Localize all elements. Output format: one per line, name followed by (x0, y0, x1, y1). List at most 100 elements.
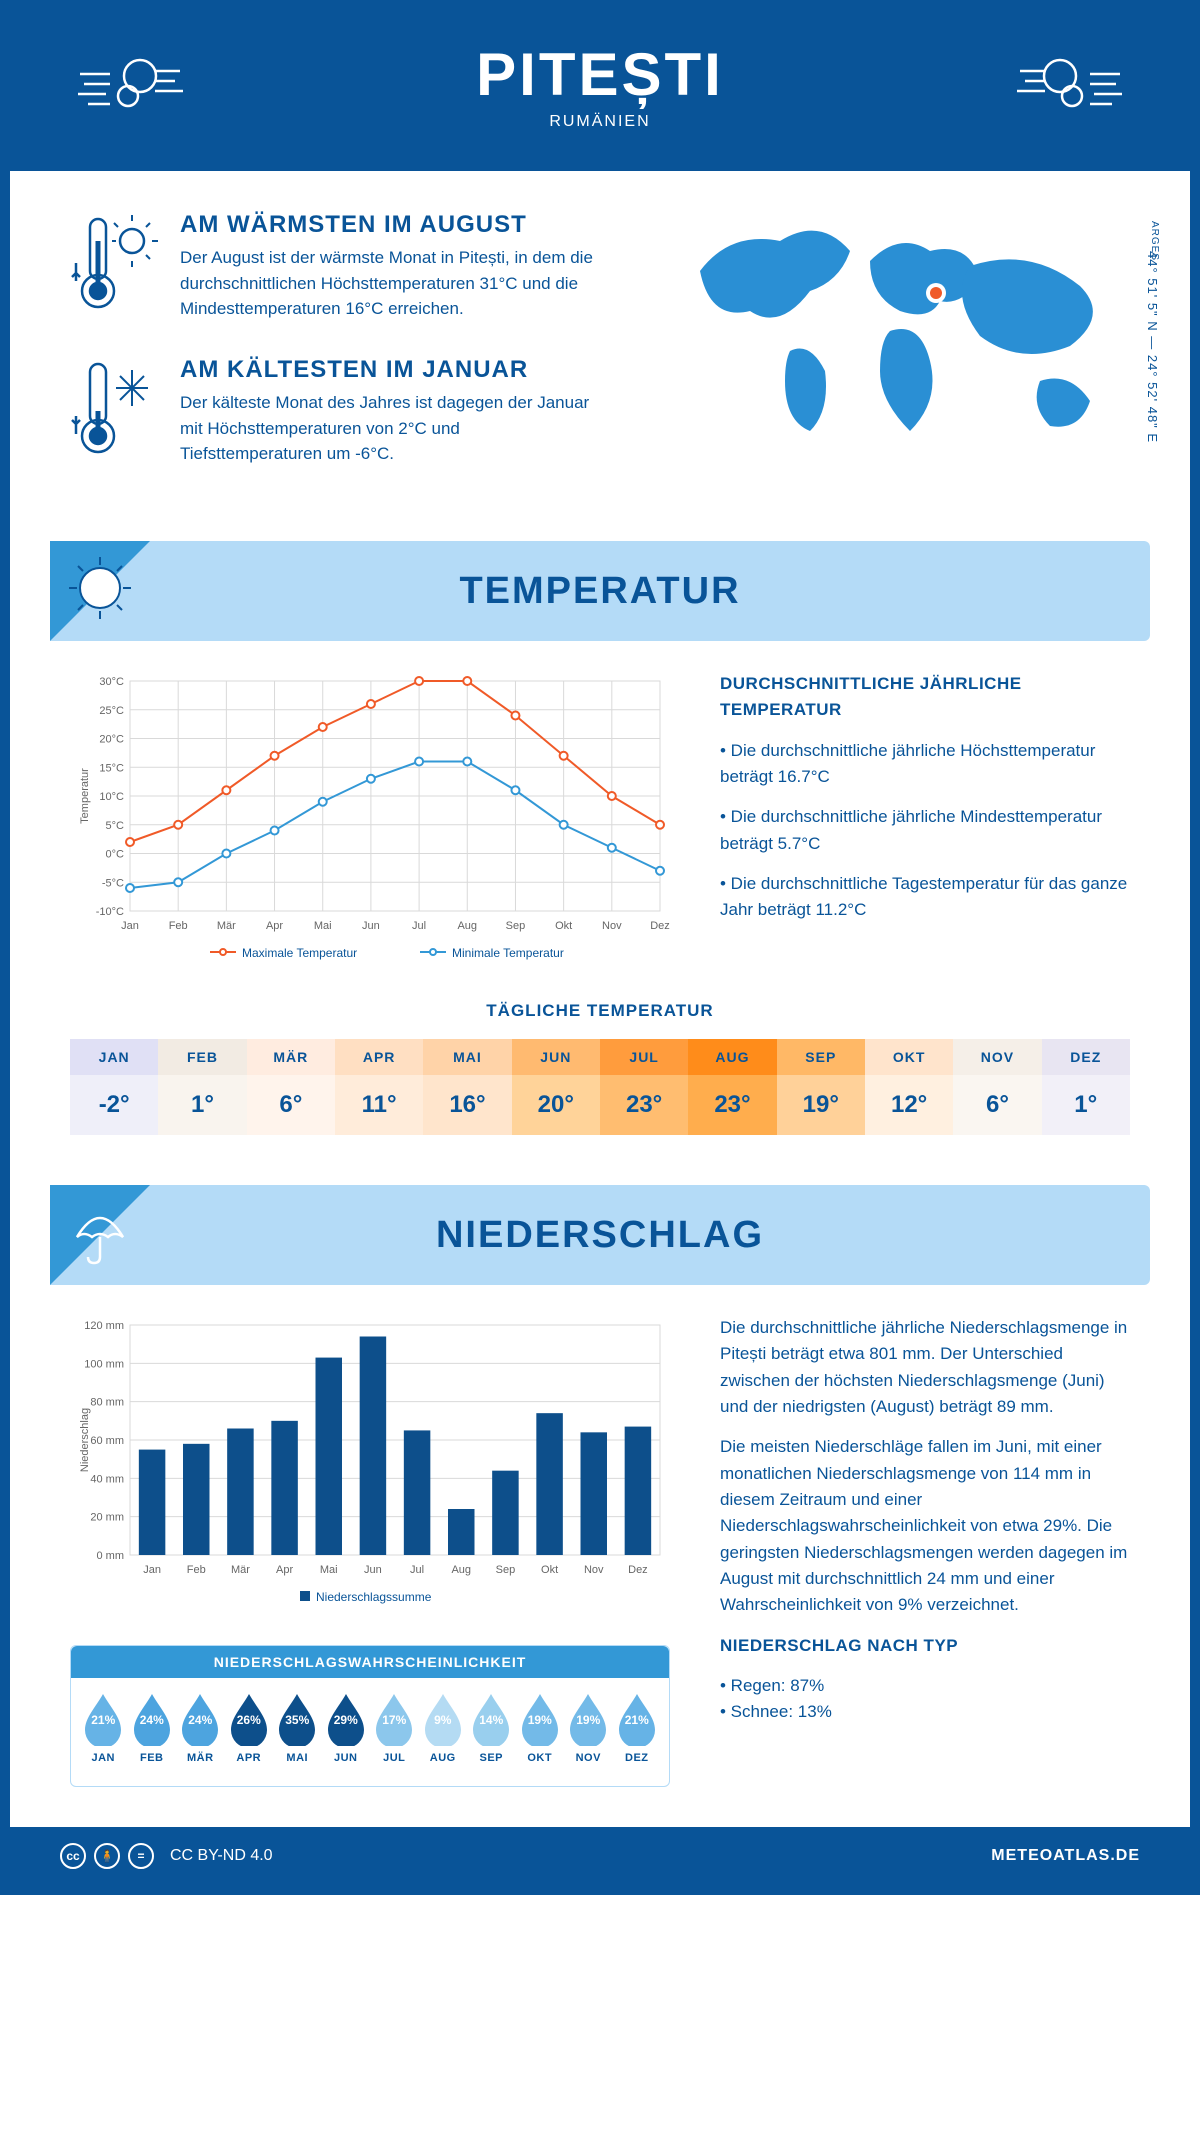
svg-text:Maximale Temperatur: Maximale Temperatur (242, 946, 357, 960)
temp-summary-bullet: • Die durchschnittliche jährliche Mindes… (720, 804, 1130, 857)
precip-prob-drop: 9%AUG (419, 1692, 468, 1764)
precip-type-snow: • Schnee: 13% (720, 1699, 1130, 1725)
by-icon: 🧍 (94, 1843, 120, 1869)
temp-table-col: NOV6° (953, 1039, 1041, 1135)
temp-table-col: AUG23° (688, 1039, 776, 1135)
infographic-page: { "header": { "city": "PITEȘTI", "countr… (0, 0, 1200, 1895)
precip-prob-drop: 26%APR (225, 1692, 274, 1764)
warmest-block: AM WÄRMSTEN IM AUGUST Der August ist der… (70, 211, 640, 326)
precip-prob-title: NIEDERSCHLAGSWAHRSCHEINLICHKEIT (71, 1646, 669, 1678)
svg-text:-10°C: -10°C (96, 906, 124, 918)
temp-table-col: JUN20° (512, 1039, 600, 1135)
svg-text:20 mm: 20 mm (90, 1512, 124, 1524)
svg-text:Jan: Jan (121, 920, 139, 932)
temp-table-col: JAN-2° (70, 1039, 158, 1135)
temp-summary-bullet: • Die durchschnittliche Tagestemperatur … (720, 871, 1130, 924)
section-title-temperature: TEMPERATUR (459, 570, 740, 613)
svg-text:Sep: Sep (506, 920, 526, 932)
temp-table-col: OKT12° (865, 1039, 953, 1135)
svg-text:Mär: Mär (217, 920, 236, 932)
svg-text:40 mm: 40 mm (90, 1473, 124, 1485)
precip-prob-drop: 35%MAI (273, 1692, 322, 1764)
svg-text:Okt: Okt (541, 1564, 558, 1576)
svg-text:Feb: Feb (169, 920, 188, 932)
svg-text:120 mm: 120 mm (84, 1320, 124, 1332)
svg-text:Minimale Temperatur: Minimale Temperatur (452, 946, 564, 960)
daily-temperature-table: TÄGLICHE TEMPERATUR JAN-2°FEB1°MÄR6°APR1… (10, 991, 1190, 1175)
svg-text:Nov: Nov (584, 1564, 604, 1576)
temp-table-col: MÄR6° (247, 1039, 335, 1135)
section-bar-temperature: TEMPERATUR (50, 541, 1150, 641)
svg-text:Sep: Sep (496, 1564, 516, 1576)
precip-type-title: NIEDERSCHLAG NACH TYP (720, 1633, 1130, 1659)
wind-icon (1010, 46, 1130, 126)
license-text: CC BY-ND 4.0 (170, 1847, 273, 1865)
svg-text:5°C: 5°C (106, 820, 125, 832)
svg-text:Feb: Feb (187, 1564, 206, 1576)
svg-text:25°C: 25°C (99, 705, 124, 717)
temp-table-col: APR11° (335, 1039, 423, 1135)
precip-prob-drop: 29%JUN (322, 1692, 371, 1764)
temp-summary-title: DURCHSCHNITTLICHE JÄHRLICHE TEMPERATUR (720, 671, 1130, 724)
precip-prob-drop: 19%NOV (564, 1692, 613, 1764)
temperature-row: -10°C-5°C0°C5°C10°C15°C20°C25°C30°CJanFe… (10, 641, 1190, 991)
header: PITEȘTI RUMÄNIEN (10, 10, 1190, 171)
precip-prob-drop: 17%JUL (370, 1692, 419, 1764)
source-text: METEOATLAS.DE (991, 1847, 1140, 1865)
nd-icon: = (128, 1843, 154, 1869)
svg-text:0 mm: 0 mm (97, 1550, 125, 1562)
precip-prob-drop: 14%SEP (467, 1692, 516, 1764)
svg-text:Jul: Jul (410, 1564, 424, 1576)
thermometer-cold-icon (70, 356, 160, 471)
svg-text:Jun: Jun (362, 920, 380, 932)
section-title-precipitation: NIEDERSCHLAG (436, 1214, 764, 1257)
precip-prob-drop: 19%OKT (516, 1692, 565, 1764)
section-bar-precipitation: NIEDERSCHLAG (50, 1185, 1150, 1285)
svg-text:15°C: 15°C (99, 762, 124, 774)
country-subtitle: RUMÄNIEN (476, 113, 724, 131)
coldest-block: AM KÄLTESTEN IM JANUAR Der kälteste Mona… (70, 356, 640, 471)
svg-text:30°C: 30°C (99, 676, 124, 688)
warmest-title: AM WÄRMSTEN IM AUGUST (180, 211, 600, 239)
svg-text:Mai: Mai (320, 1564, 338, 1576)
temp-table-col: SEP19° (777, 1039, 865, 1135)
svg-text:100 mm: 100 mm (84, 1358, 124, 1370)
svg-text:Niederschlagssumme: Niederschlagssumme (316, 1590, 432, 1604)
warmest-text: Der August ist der wärmste Monat in Pite… (180, 245, 600, 322)
daily-title: TÄGLICHE TEMPERATUR (70, 1001, 1130, 1021)
precip-paragraph: Die durchschnittliche jährliche Niedersc… (720, 1315, 1130, 1420)
svg-text:Apr: Apr (266, 920, 283, 932)
svg-text:Niederschlag: Niederschlag (79, 1408, 91, 1472)
precipitation-probability-panel: NIEDERSCHLAGSWAHRSCHEINLICHKEIT 21%JAN24… (70, 1645, 670, 1787)
svg-text:Dez: Dez (628, 1564, 648, 1576)
svg-text:60 mm: 60 mm (90, 1435, 124, 1447)
temp-table-col: DEZ1° (1042, 1039, 1130, 1135)
thermometer-hot-icon (70, 211, 160, 326)
svg-text:Jun: Jun (364, 1564, 382, 1576)
svg-text:Mär: Mär (231, 1564, 250, 1576)
svg-text:Okt: Okt (555, 920, 572, 932)
precip-prob-drop: 24%MÄR (176, 1692, 225, 1764)
coordinates: 44° 51' 5" N — 24° 52' 48" E (1145, 251, 1160, 443)
precip-prob-drop: 21%DEZ (613, 1692, 662, 1764)
svg-text:Nov: Nov (602, 920, 622, 932)
svg-text:10°C: 10°C (99, 791, 124, 803)
svg-text:Aug: Aug (451, 1564, 471, 1576)
wind-icon (70, 46, 190, 126)
svg-text:0°C: 0°C (106, 849, 125, 861)
temp-table-col: JUL23° (600, 1039, 688, 1135)
svg-text:Jul: Jul (412, 920, 426, 932)
cc-icon: cc (60, 1843, 86, 1869)
temp-table-col: FEB1° (158, 1039, 246, 1135)
overview-section: AM WÄRMSTEN IM AUGUST Der August ist der… (10, 171, 1190, 531)
world-map: ARGEȘ 44° 51' 5" N — 24° 52' 48" E (680, 211, 1130, 501)
precipitation-row: 0 mm20 mm40 mm60 mm80 mm100 mm120 mmJanF… (10, 1285, 1190, 1827)
svg-text:20°C: 20°C (99, 734, 124, 746)
svg-text:Aug: Aug (457, 920, 477, 932)
temp-summary-bullet: • Die durchschnittliche jährliche Höchst… (720, 738, 1130, 791)
precip-paragraph: Die meisten Niederschläge fallen im Juni… (720, 1434, 1130, 1618)
svg-text:Temperatur: Temperatur (79, 768, 91, 824)
svg-text:80 mm: 80 mm (90, 1397, 124, 1409)
temperature-line-chart: -10°C-5°C0°C5°C10°C15°C20°C25°C30°CJanFe… (70, 671, 670, 971)
precip-prob-drop: 24%FEB (128, 1692, 177, 1764)
